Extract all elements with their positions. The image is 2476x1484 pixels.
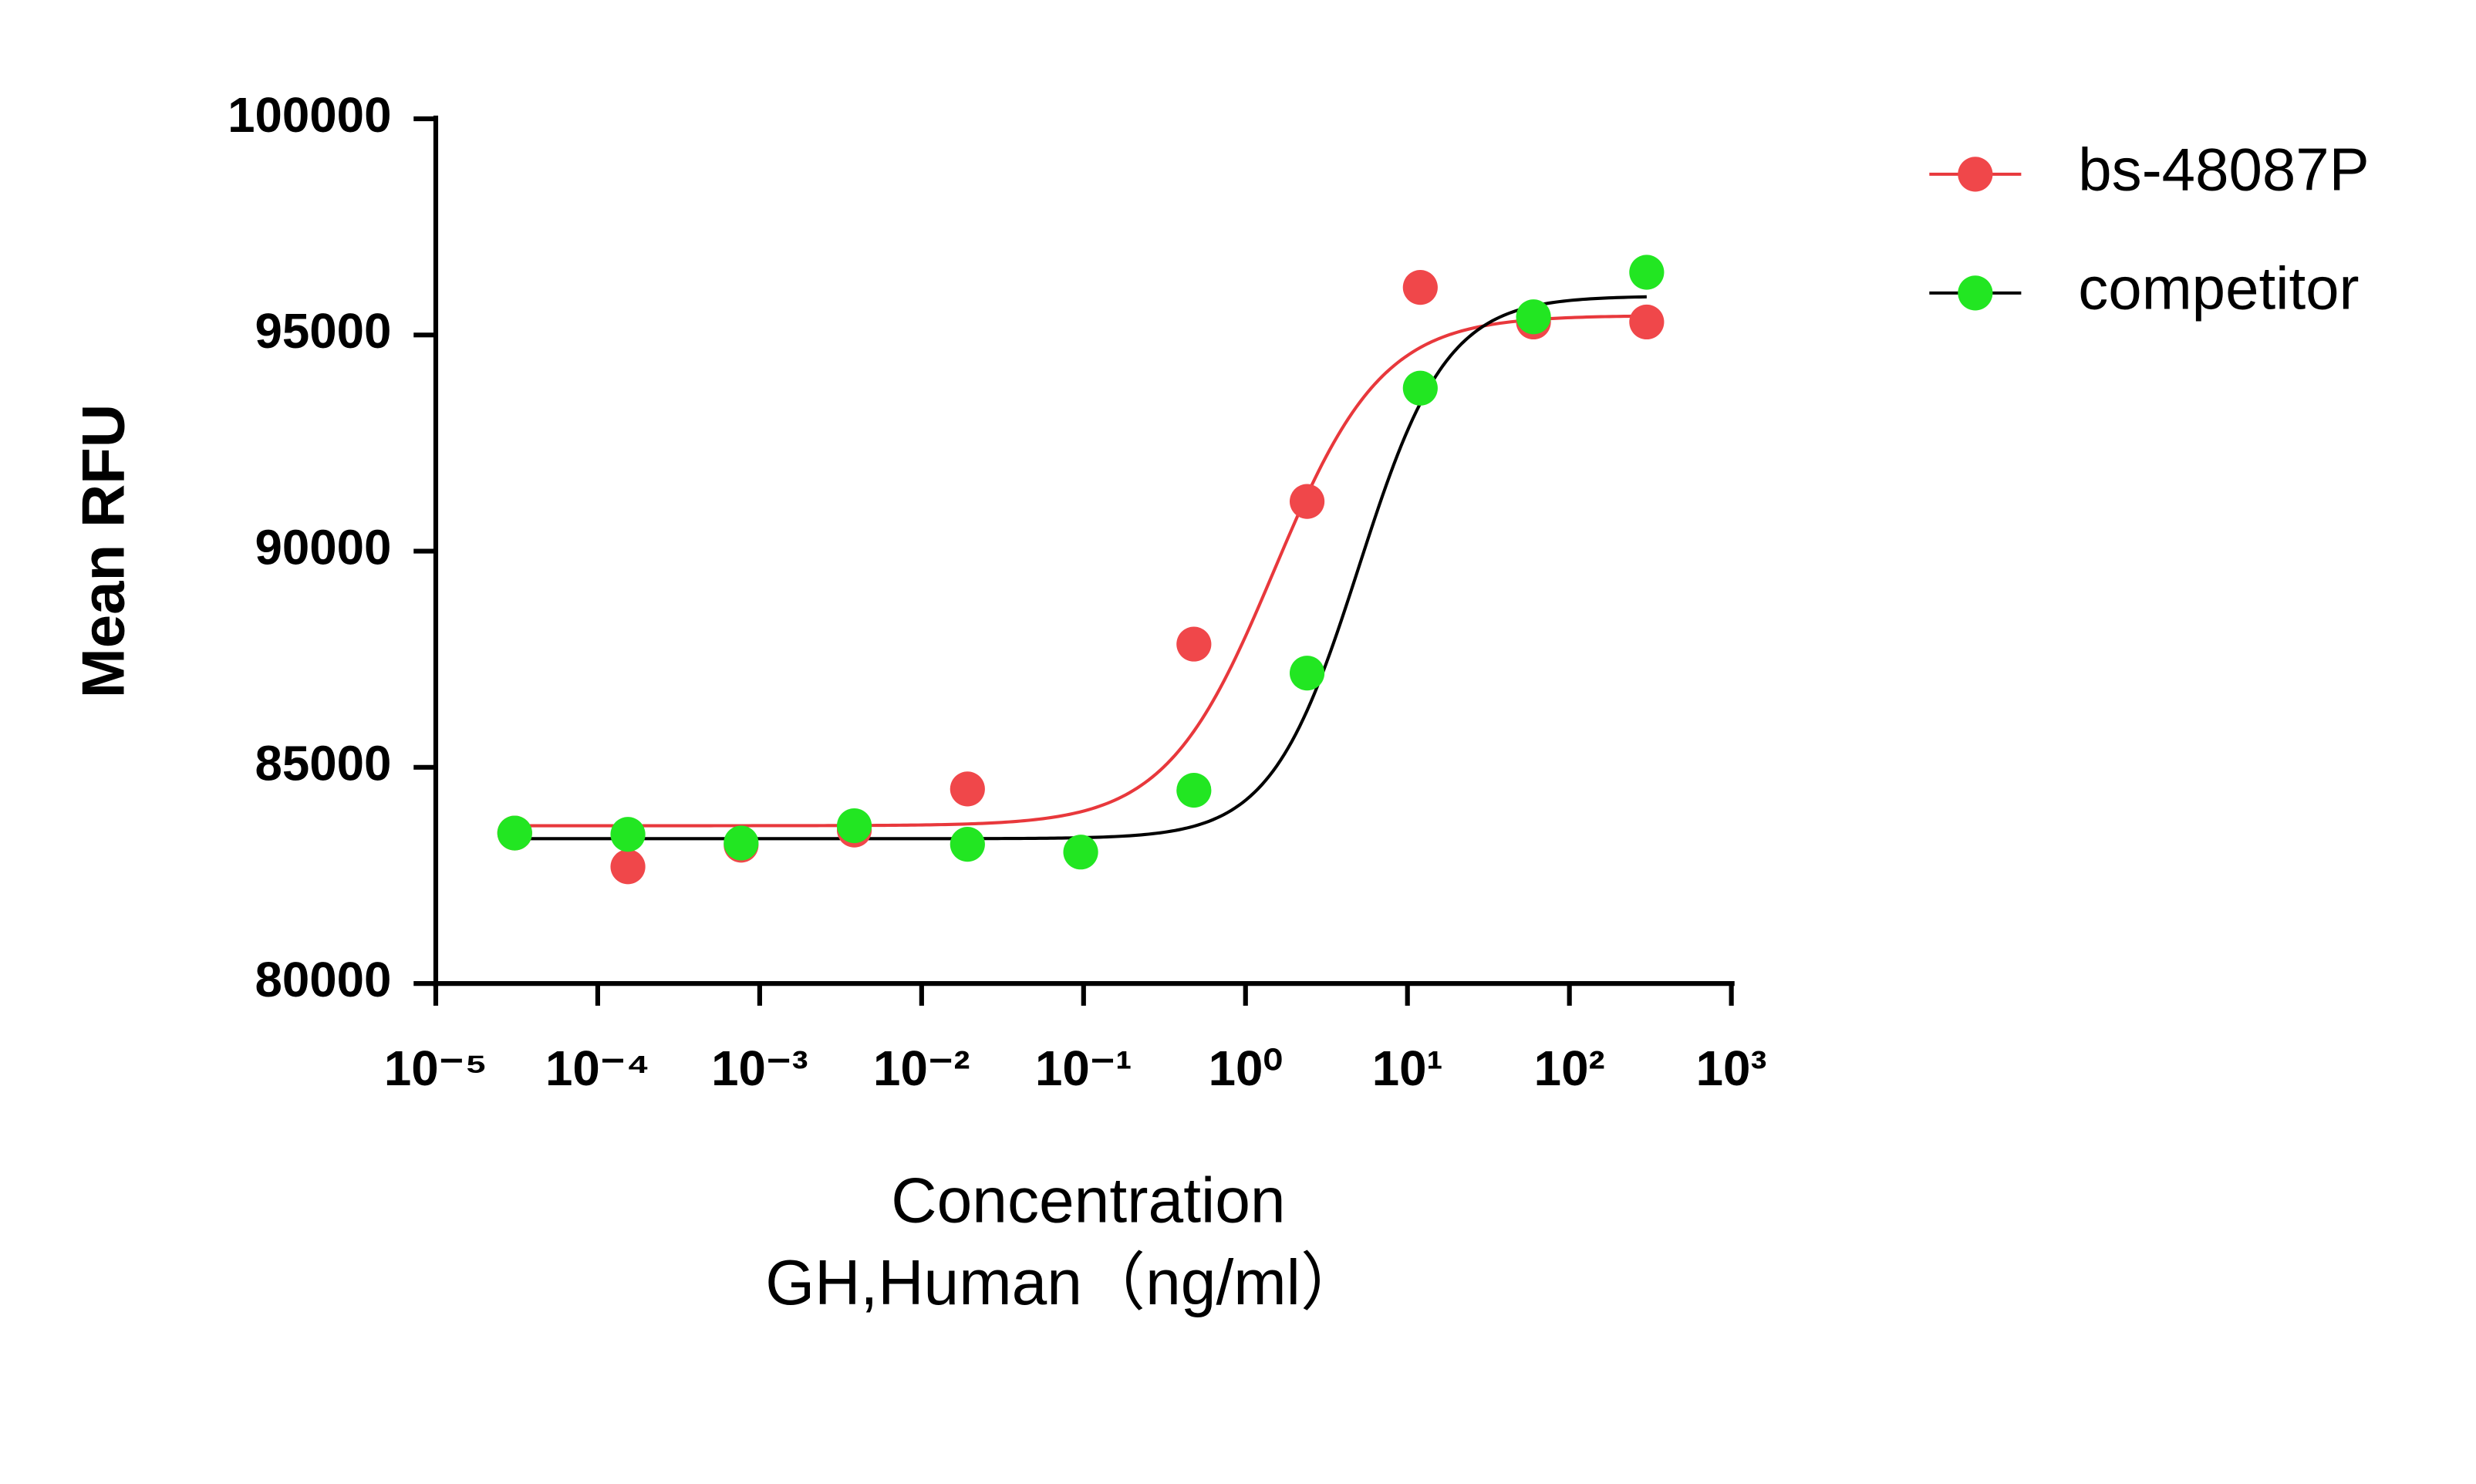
- data-point: [1629, 255, 1665, 290]
- data-point: [1402, 370, 1438, 406]
- data-point: [950, 771, 985, 807]
- y-tick-label: 85000: [255, 737, 391, 791]
- data-point: [724, 825, 759, 861]
- legend-label: competitor: [2078, 254, 2359, 322]
- x-tick-label: 10⁻¹: [1035, 1041, 1132, 1096]
- data-point: [610, 817, 646, 852]
- data-point: [1176, 626, 1212, 662]
- data-point: [610, 849, 646, 885]
- data-point: [1176, 772, 1212, 808]
- legend-marker: [1958, 157, 1993, 192]
- data-point: [497, 815, 532, 851]
- data-point: [1289, 484, 1325, 519]
- data-point: [1629, 304, 1665, 340]
- x-tick-label: 10⁻³: [711, 1041, 808, 1096]
- x-tick-label: 10²: [1534, 1041, 1605, 1096]
- x-tick-label: 10⁰: [1209, 1041, 1283, 1096]
- x-axis-label: Concentration: [891, 1165, 1285, 1236]
- y-tick-label: 90000: [255, 520, 391, 575]
- y-tick-label: 95000: [255, 304, 391, 359]
- x-tick-label: 10³: [1696, 1041, 1767, 1096]
- legend-marker: [1958, 275, 1993, 311]
- x-tick-label: 10⁻⁴: [545, 1041, 650, 1096]
- x-tick-label: 10⁻²: [873, 1041, 970, 1096]
- fit-curve: [514, 295, 1647, 841]
- y-tick-label: 80000: [255, 953, 391, 1007]
- legend-label: bs-48087P: [2078, 135, 2369, 203]
- data-point: [1402, 270, 1438, 305]
- data-point: [1063, 835, 1098, 870]
- y-axis-label: Mean RFU: [69, 404, 137, 698]
- data-point: [1516, 299, 1551, 335]
- y-tick-label: 100000: [228, 88, 391, 143]
- data-point: [836, 808, 872, 844]
- x-tick-label: 10⁻⁵: [384, 1041, 487, 1096]
- data-point: [950, 827, 985, 862]
- x-tick-label: 10¹: [1372, 1041, 1443, 1096]
- fit-curve: [514, 314, 1647, 828]
- x-axis-label: GH,Human（ng/ml）: [765, 1248, 1364, 1318]
- data-point: [1289, 656, 1325, 691]
